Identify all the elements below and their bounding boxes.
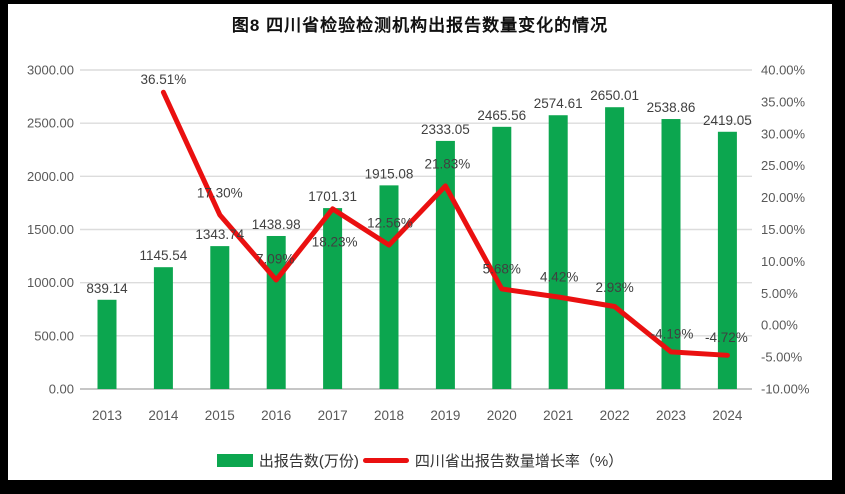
growth-line [160, 89, 730, 358]
bar-data-label: 2538.86 [647, 100, 696, 115]
bar-data-label: 1438.98 [252, 217, 301, 232]
x-axis-label: 2013 [92, 408, 122, 423]
x-axis-label: 2020 [487, 408, 517, 423]
line-data-label: -4.72% [705, 330, 748, 345]
line-series-swatch-icon [362, 458, 409, 463]
line-data-label: 4.42% [540, 270, 578, 285]
chart-title: 图8 四川省检验检测机构出报告数量变化的情况 [231, 16, 609, 35]
bar-data-label: 2419.05 [703, 113, 752, 128]
x-axis-label: 2024 [712, 408, 743, 423]
x-axis-label: 2023 [656, 408, 686, 423]
bar [153, 267, 173, 389]
line-data-label: 5.68% [483, 261, 521, 276]
legend-label-bars: 出报告数(万份) [258, 453, 359, 470]
x-axis-label: 2022 [600, 408, 630, 423]
right-axis-tick: 10.00% [761, 254, 806, 269]
bar-data-label: 2574.61 [534, 96, 583, 111]
right-axis-tick: 15.00% [761, 222, 806, 237]
right-axis-tick: -10.00% [761, 382, 810, 397]
bar [717, 131, 737, 389]
right-axis-tick: 5.00% [761, 286, 798, 301]
bar-data-label: 1343.74 [195, 227, 244, 242]
left-axis-tick: 2500.00 [27, 116, 74, 131]
x-axis-label: 2018 [374, 408, 404, 423]
bar-data-label: 839.14 [86, 281, 128, 296]
left-axis-tick: 1500.00 [27, 222, 74, 237]
right-axis-tick: 20.00% [761, 190, 806, 205]
line-data-label: -4.19% [651, 326, 694, 341]
bar-data-label: 1145.54 [139, 248, 187, 263]
chart-legend: 出报告数(万份) 四川省出报告数量增长率（%） [8, 450, 832, 471]
x-axis-label: 2017 [318, 408, 348, 423]
line-data-label: 17.30% [197, 185, 243, 200]
bar [97, 299, 117, 389]
bar-data-label: 2650.01 [590, 88, 639, 103]
bar [605, 107, 625, 389]
bar [548, 115, 568, 389]
bar-data-label: 1701.31 [308, 189, 357, 204]
line-data-label: 21.83% [425, 156, 471, 171]
line-data-label: 2.93% [595, 280, 633, 295]
bar-data-label: 2333.05 [421, 122, 470, 137]
legend-item-line: 四川省出报告数量增长率（%） [362, 450, 624, 471]
line-data-label: 12.56% [367, 216, 413, 231]
chart-canvas: 0.00 500.00 1000.00 1500.00 2000.00 2500.00 30… [27, 63, 810, 424]
x-axis-label: 2015 [205, 408, 235, 423]
right-axis-tick: -5.00% [761, 350, 803, 365]
bar [492, 126, 512, 389]
left-axis-tick: 1000.00 [27, 275, 74, 290]
x-axis-label: 2014 [148, 408, 179, 423]
right-axis-tick: 0.00% [761, 318, 798, 333]
line-data-label: 36.51% [141, 72, 187, 87]
bar-data-label: 1915.08 [365, 166, 414, 181]
x-axis-label: 2016 [261, 408, 291, 423]
right-axis-tick: 40.00% [761, 63, 806, 78]
left-axis-tick: 2000.00 [27, 169, 74, 184]
bar-series-swatch-icon [216, 454, 253, 467]
bar [435, 140, 455, 389]
x-axis-label: 2019 [430, 408, 460, 423]
bar-data-label: 2465.56 [477, 108, 526, 123]
bar [661, 119, 681, 390]
right-axis-tick: 25.00% [761, 158, 806, 173]
right-axis-tick: 35.00% [761, 94, 806, 109]
bar [210, 246, 230, 389]
left-axis-tick: 500.00 [34, 328, 74, 343]
bar [323, 208, 343, 389]
left-axis-tick: 3000.00 [27, 63, 74, 78]
legend-item-bars: 出报告数(万份) [216, 450, 359, 471]
chart-panel: 图8 四川省检验检测机构出报告数量变化的情况 0.00 500.00 1000.00… [8, 4, 832, 480]
left-axis-tick: 0.00 [49, 382, 74, 397]
line-data-label: 18.23% [312, 234, 358, 249]
line-data-label: 7.09% [256, 251, 294, 266]
right-axis-tick: 30.00% [761, 126, 806, 141]
legend-label-line: 四川省出报告数量增长率（%） [414, 453, 624, 470]
bar [379, 185, 399, 389]
x-axis-label: 2021 [543, 408, 573, 423]
